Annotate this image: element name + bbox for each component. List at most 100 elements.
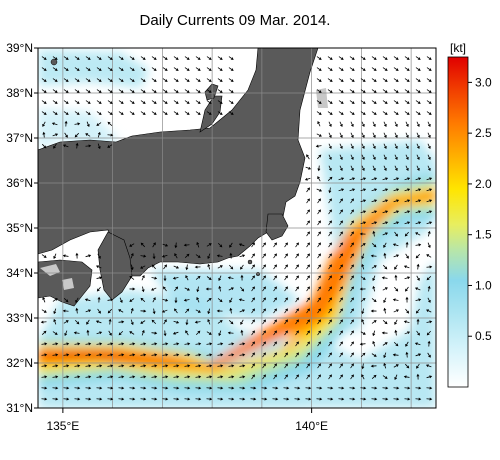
current-arrow <box>184 89 190 93</box>
current-arrow <box>173 397 180 401</box>
current-arrow <box>129 353 136 357</box>
current-arrow <box>174 242 178 249</box>
current-arrow <box>382 287 388 291</box>
current-arrow <box>427 143 431 149</box>
current-arrow <box>415 210 422 214</box>
current-arrow <box>361 143 365 149</box>
current-arrow <box>394 264 398 270</box>
current-arrow <box>415 188 422 192</box>
current-arrow <box>416 143 420 149</box>
current-arrow <box>339 374 343 380</box>
current-arrow <box>416 363 420 369</box>
land-masses <box>38 48 328 307</box>
current-arrow <box>163 275 167 282</box>
current-arrow <box>218 275 222 281</box>
current-arrow <box>184 353 191 357</box>
current-arrow <box>339 165 343 171</box>
current-arrow <box>251 253 255 259</box>
current-arrow <box>404 188 411 192</box>
current-arrow <box>295 363 299 369</box>
current-arrow <box>41 375 48 379</box>
current-arrow <box>382 221 389 225</box>
current-arrow <box>118 364 125 368</box>
current-arrow <box>41 386 48 390</box>
current-arrow <box>415 298 422 302</box>
current-arrow <box>350 352 354 358</box>
current-arrow <box>206 342 213 346</box>
current-arrow <box>317 341 321 347</box>
current-arrow <box>107 100 113 104</box>
current-arrow <box>195 397 202 401</box>
current-arrow <box>74 375 81 379</box>
current-arrow <box>239 342 246 346</box>
current-arrow <box>151 67 157 71</box>
current-arrow <box>372 143 376 149</box>
current-arrow <box>173 89 179 93</box>
land-honshu <box>38 48 319 277</box>
current-arrow <box>129 89 135 93</box>
current-arrow <box>372 132 376 138</box>
current-arrow <box>217 298 223 303</box>
current-arrow <box>130 307 134 314</box>
current-arrow <box>370 364 377 368</box>
current-arrow <box>339 154 343 160</box>
current-arrow <box>173 375 180 379</box>
current-arrow <box>162 89 168 93</box>
current-arrow <box>306 297 310 303</box>
current-arrow <box>227 331 234 335</box>
current-arrow <box>328 165 332 171</box>
current-arrow <box>404 100 410 104</box>
current-arrow <box>195 89 201 93</box>
current-arrow <box>273 286 277 292</box>
current-arrow <box>361 318 365 325</box>
current-arrow <box>229 242 233 248</box>
current-arrow <box>404 331 411 335</box>
current-arrow <box>304 177 311 181</box>
current-arrow <box>394 154 398 160</box>
current-arrow <box>228 397 235 401</box>
current-arrow <box>141 329 145 336</box>
current-arrow <box>108 330 112 336</box>
current-arrow <box>262 363 266 369</box>
current-arrow <box>416 373 420 380</box>
current-arrow <box>416 275 420 281</box>
current-arrow <box>228 386 235 390</box>
current-arrow <box>382 177 389 181</box>
current-arrow <box>41 342 48 346</box>
current-arrow <box>306 330 310 336</box>
current-arrow <box>251 308 255 314</box>
current-arrow <box>262 308 266 314</box>
current-arrow <box>184 287 190 291</box>
current-arrow <box>173 320 180 324</box>
current-arrow <box>151 331 158 335</box>
colorbar: [kt] 3.0 2.5 2.0 1.5 1.0 0.5 <box>447 41 492 388</box>
current-arrow <box>381 276 388 280</box>
current-arrow <box>393 100 399 104</box>
current-arrow <box>370 309 377 313</box>
current-arrow <box>85 67 91 71</box>
current-arrow <box>51 122 58 126</box>
current-arrow <box>371 397 378 401</box>
current-arrow <box>403 320 410 324</box>
current-arrow <box>360 210 367 214</box>
current-arrow <box>74 386 81 390</box>
current-arrow <box>404 78 410 82</box>
current-arrow <box>284 319 288 325</box>
current-arrow <box>217 56 223 60</box>
current-arrow <box>383 252 387 259</box>
current-arrow <box>217 242 223 248</box>
current-arrow <box>228 342 235 346</box>
current-arrow <box>316 386 323 390</box>
current-arrow <box>371 89 377 93</box>
current-arrow <box>174 253 178 259</box>
current-arrow <box>97 143 101 150</box>
current-arrow <box>74 67 80 71</box>
current-arrow <box>41 111 47 115</box>
current-arrow <box>393 210 400 214</box>
current-arrow <box>306 374 310 380</box>
current-arrow <box>306 264 310 270</box>
current-arrow <box>382 210 389 214</box>
current-arrow <box>350 308 354 314</box>
current-arrow <box>371 78 377 82</box>
current-arrow <box>151 89 157 93</box>
